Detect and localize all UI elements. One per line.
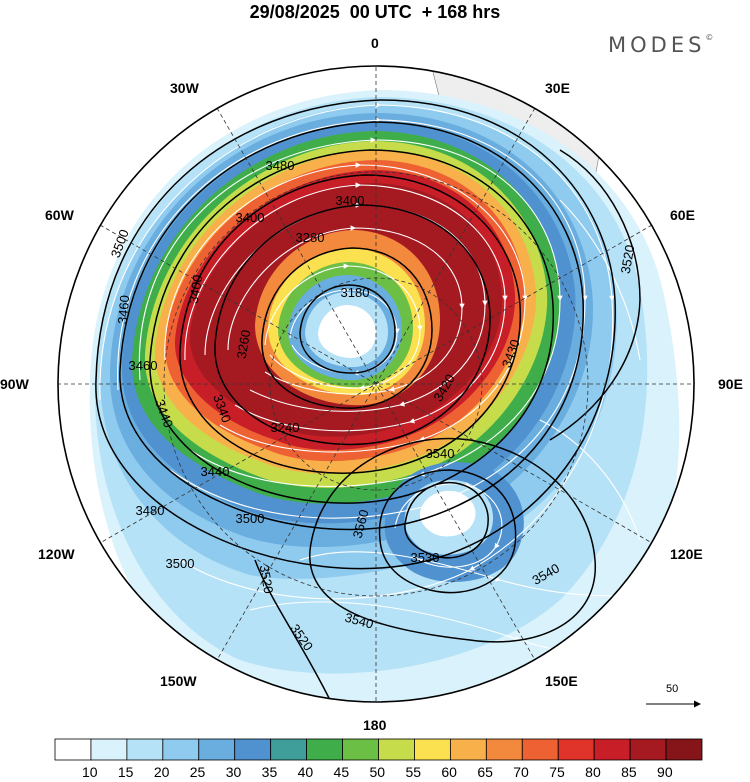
longitude-label-150e: 150E: [545, 673, 578, 689]
colorbar-label: 30: [225, 764, 242, 780]
contour-3240: [261, 247, 433, 409]
colorbar-label: 20: [153, 764, 170, 780]
longitude-label-60w: 60W: [45, 207, 74, 223]
colorbar-swatch: [198, 738, 236, 761]
graticule: [58, 66, 694, 702]
meridian-60w-120e: [99, 224, 653, 544]
contour-label: 3540: [426, 446, 455, 461]
longitude-label-120w: 120W: [38, 546, 75, 562]
brand-mark: ©: [705, 33, 714, 42]
colorbar-label: 90: [657, 764, 673, 780]
figure-title: 29/08/2025 00 UTC + 168 hrs: [249, 2, 501, 22]
contour-label: 3400: [336, 193, 365, 208]
brand-logo: MODES©: [608, 33, 713, 57]
contour-label: 3500: [236, 511, 265, 526]
contour-3520: [254, 149, 641, 701]
map-disk: [58, 66, 694, 702]
colorbar-swatch: [629, 738, 667, 761]
contour-3500: [95, 99, 616, 570]
contour-label: 3400: [236, 210, 265, 225]
map-boundary: [57, 65, 695, 703]
reference-vector-label: 50: [666, 683, 679, 695]
streamline: [264, 263, 423, 391]
contour-3480: [119, 121, 584, 531]
contour-label: 3500: [166, 556, 195, 571]
colorbar-swatch: [665, 738, 703, 761]
longitude-label-30e: 30E: [545, 80, 570, 96]
colorbar-swatch: [306, 738, 343, 761]
reference-vector-arrow: [646, 700, 701, 708]
colorbar-label: 70: [513, 764, 529, 780]
streamline: [394, 482, 503, 568]
colorbar-label: 50: [369, 764, 386, 780]
contour-label: 3480: [266, 158, 295, 173]
colorbar-label: 25: [189, 764, 206, 780]
contour-label: 3460: [115, 295, 132, 325]
contour-label: 3460: [129, 358, 158, 373]
contour-label: 3530: [411, 550, 440, 565]
colorbar-swatch: [449, 738, 487, 761]
contour-3400: [179, 174, 521, 474]
contour-label: 3560: [350, 508, 372, 540]
longitude-label-30w: 30W: [170, 80, 199, 96]
colorbar-label: 60: [441, 764, 457, 780]
longitude-label-90w: 90W: [0, 376, 29, 392]
colorbar-label: 35: [261, 764, 278, 780]
colorbar-label: 10: [81, 764, 98, 780]
colorbar-swatch: [162, 738, 200, 761]
colorbar-swatch: [54, 738, 92, 761]
colorbar-swatch: [414, 738, 451, 761]
colorbar-swatch: [593, 738, 631, 761]
contour-label: 3180: [341, 285, 370, 300]
colorbar-swatch: [270, 738, 308, 761]
brand-name: MODES: [608, 33, 706, 57]
contour-label: 3520: [257, 564, 277, 595]
colorbar-swatch: [90, 738, 128, 761]
colorbar-swatch: [485, 738, 523, 761]
colorbar: [54, 738, 703, 761]
colorbar-swatch: [126, 738, 164, 761]
streamlines: [99, 102, 681, 656]
polar-map: 3480 3400 3400 3280 3180 3260 3400 3500 …: [57, 65, 695, 703]
colorbar-swatch: [342, 738, 379, 761]
longitude-label-90e: 90E: [718, 376, 743, 392]
contour-3540: [309, 437, 596, 643]
contour-label: 3480: [136, 503, 165, 518]
colorbar-label: 75: [549, 764, 565, 780]
contour-label: 3240: [271, 420, 300, 435]
colorbar-label: 65: [477, 764, 493, 780]
colorbar-swatch: [557, 738, 595, 761]
colorbar-swatch: [378, 738, 415, 761]
colorbar-swatch: [234, 738, 272, 761]
contour-3180: [299, 284, 396, 374]
colorbar-label: 15: [117, 764, 134, 780]
colorbar-label: 40: [297, 764, 314, 780]
longitude-label-150w: 150W: [160, 673, 197, 689]
colorbar-label: 85: [621, 764, 637, 780]
longitude-label-180: 180: [363, 717, 387, 733]
colorbar-label: 80: [585, 764, 601, 780]
contour-3340: [214, 204, 491, 446]
colorbar-swatch: [521, 738, 559, 761]
longitude-label-0: 0: [371, 35, 379, 51]
wind-shading: [89, 90, 680, 702]
contour-label: 3260: [234, 329, 254, 360]
contour-3530: [378, 469, 517, 594]
contour-label: 3280: [296, 230, 325, 245]
colorbar-label: 45: [333, 764, 350, 780]
colorbar-label: 55: [405, 764, 422, 780]
contour-3560: [404, 481, 489, 559]
contour-label-group: 3480 3400 3400 3280 3180 3260 3400 3500 …: [108, 158, 638, 654]
contour-label: 3540: [343, 610, 375, 632]
longitude-label-60e: 60E: [670, 207, 695, 223]
contour-label: 3520: [618, 244, 638, 275]
contours: [95, 99, 641, 701]
contour-3440: [149, 149, 554, 504]
streamline: [99, 102, 615, 600]
streamline: [539, 419, 641, 541]
contour-label: 3400: [186, 274, 206, 305]
contour-label: 3440: [201, 464, 230, 479]
longitude-label-120e: 120E: [670, 546, 703, 562]
